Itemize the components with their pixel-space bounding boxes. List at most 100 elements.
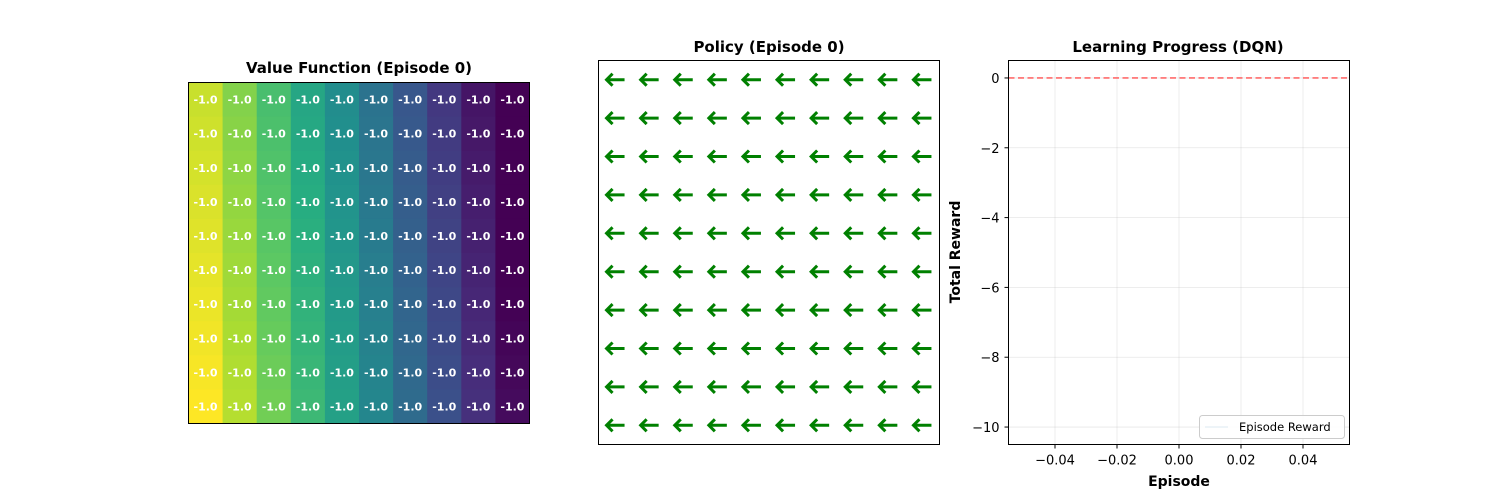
heatmap-cell-label: -1.0 [330, 128, 354, 141]
heatmap-cell-label: -1.0 [432, 332, 456, 345]
heatmap-cell [324, 355, 360, 390]
legend-box [1199, 415, 1345, 439]
policy-arrows [604, 72, 932, 433]
heatmap-cell-label: -1.0 [432, 298, 456, 311]
policy-arrow-left [672, 264, 693, 279]
heatmap-cell-label: -1.0 [364, 196, 388, 209]
heatmap-cell [461, 355, 496, 390]
heatmap-cell-label: -1.0 [432, 366, 456, 379]
policy-arrow-left [809, 264, 830, 279]
heatmap-cell [495, 253, 530, 288]
heatmap-cell-label: -1.0 [432, 264, 456, 277]
heatmap-cell-label: -1.0 [330, 94, 354, 107]
heatmap-cell-label: -1.0 [500, 366, 524, 379]
heatmap-cell [290, 355, 326, 390]
heatmap-cell [290, 150, 326, 186]
heatmap-cell [427, 253, 462, 288]
heatmap-cell [359, 355, 394, 390]
heatmap-cell-label: -1.0 [500, 230, 524, 243]
heatmap-cell-label: -1.0 [296, 162, 320, 175]
heatmap-cell [461, 287, 496, 322]
heatmap-cell-label: -1.0 [296, 230, 320, 243]
policy-arrow-left [740, 303, 761, 318]
policy-arrow-left [809, 303, 830, 318]
policy-arrow-left [809, 379, 830, 394]
heatmap-cell-label: -1.0 [228, 196, 252, 209]
policy-arrow-left [740, 341, 761, 356]
policy-arrow-left [706, 226, 727, 241]
heatmap-cell [427, 321, 462, 356]
policy-arrow-left [638, 341, 659, 356]
policy-arrow-left [911, 187, 932, 202]
policy-arrow-left [843, 418, 864, 433]
heatmap-cell-label: -1.0 [432, 230, 456, 243]
policy-arrow-left [774, 111, 796, 126]
heatmap-cell-label: -1.0 [194, 128, 218, 141]
heatmap-cell [256, 287, 292, 322]
heatmap-cell-label: -1.0 [262, 264, 286, 277]
policy-arrow-left [877, 379, 898, 394]
heatmap-cell-label: -1.0 [262, 162, 286, 175]
policy-arrow-left [774, 226, 796, 241]
heatmap-cell-label: -1.0 [398, 332, 422, 345]
x-tick-label: 0.00 [1165, 454, 1194, 469]
policy-arrow-left [809, 187, 830, 202]
heatmap-cell [256, 389, 292, 424]
heatmap-cell [290, 116, 326, 152]
policy-arrow-left [706, 264, 727, 279]
heatmap-cell-label: -1.0 [330, 366, 354, 379]
heatmap-cell-label: -1.0 [228, 298, 252, 311]
heatmap-cell [256, 253, 292, 288]
policy-arrow-left [604, 72, 625, 87]
policy-arrow-left [604, 187, 625, 202]
heatmap-cell [495, 82, 530, 117]
y-tick-label: 0 [991, 72, 999, 87]
policy-arrow-left [740, 226, 761, 241]
heatmap-cell-label: -1.0 [228, 366, 252, 379]
heatmap-cell-label: -1.0 [228, 162, 252, 175]
heatmap-cell-label: -1.0 [364, 230, 388, 243]
policy-arrow-left [877, 72, 898, 87]
heatmap-cell-label: -1.0 [330, 230, 354, 243]
heatmap-cell-label: -1.0 [364, 264, 388, 277]
heatmap-cell-label: -1.0 [500, 94, 524, 107]
heatmap-cell [290, 253, 326, 288]
heatmap-cell-label: -1.0 [330, 332, 354, 345]
heatmap-cell [188, 321, 223, 356]
heatmap-cell-label: -1.0 [262, 298, 286, 311]
heatmap-cell [393, 287, 428, 322]
heatmap-cell-label: -1.0 [500, 400, 524, 413]
heatmap-cell-label: -1.0 [466, 264, 490, 277]
heatmap-cell [393, 389, 428, 424]
policy-arrow-left [706, 72, 727, 87]
y-axis-ticks: 0 −2 −4 −6 −8 −10 [972, 72, 1009, 436]
policy-arrow-left [911, 264, 932, 279]
heatmap-cell [188, 184, 223, 220]
policy-arrow-left [843, 303, 864, 318]
heatmap-cell [222, 321, 258, 356]
heatmap-cell [359, 389, 394, 424]
policy-arrow-left [706, 149, 727, 164]
heatmap-cell-label: -1.0 [330, 264, 354, 277]
heatmap-cell [256, 218, 292, 254]
heatmap-cell-label: -1.0 [194, 162, 218, 175]
policy-arrow-left [672, 341, 693, 356]
policy-arrow-left [911, 341, 932, 356]
policy-arrow-left [774, 418, 796, 433]
heatmap-cell-label: -1.0 [500, 298, 524, 311]
policy-arrow-left [706, 418, 727, 433]
heatmap-cell-label: -1.0 [364, 366, 388, 379]
heatmap-cell-label: -1.0 [296, 366, 320, 379]
heatmap-cell [290, 389, 326, 424]
policy-arrow-left [877, 111, 898, 126]
value-function-panel: Value Function (Episode 0) -1.0 -1.0 -1.0-… [188, 59, 530, 424]
heatmap-cell-label: -1.0 [466, 400, 490, 413]
policy-arrow-left [638, 187, 659, 202]
heatmap-cell-label: -1.0 [398, 128, 422, 141]
heatmap-cell [495, 321, 530, 356]
grid [1008, 60, 1350, 445]
policy-arrow-left [638, 72, 659, 87]
heatmap-cell [290, 218, 326, 254]
y-axis-label: Total Reward [948, 201, 964, 304]
heatmap-cell [427, 389, 462, 424]
